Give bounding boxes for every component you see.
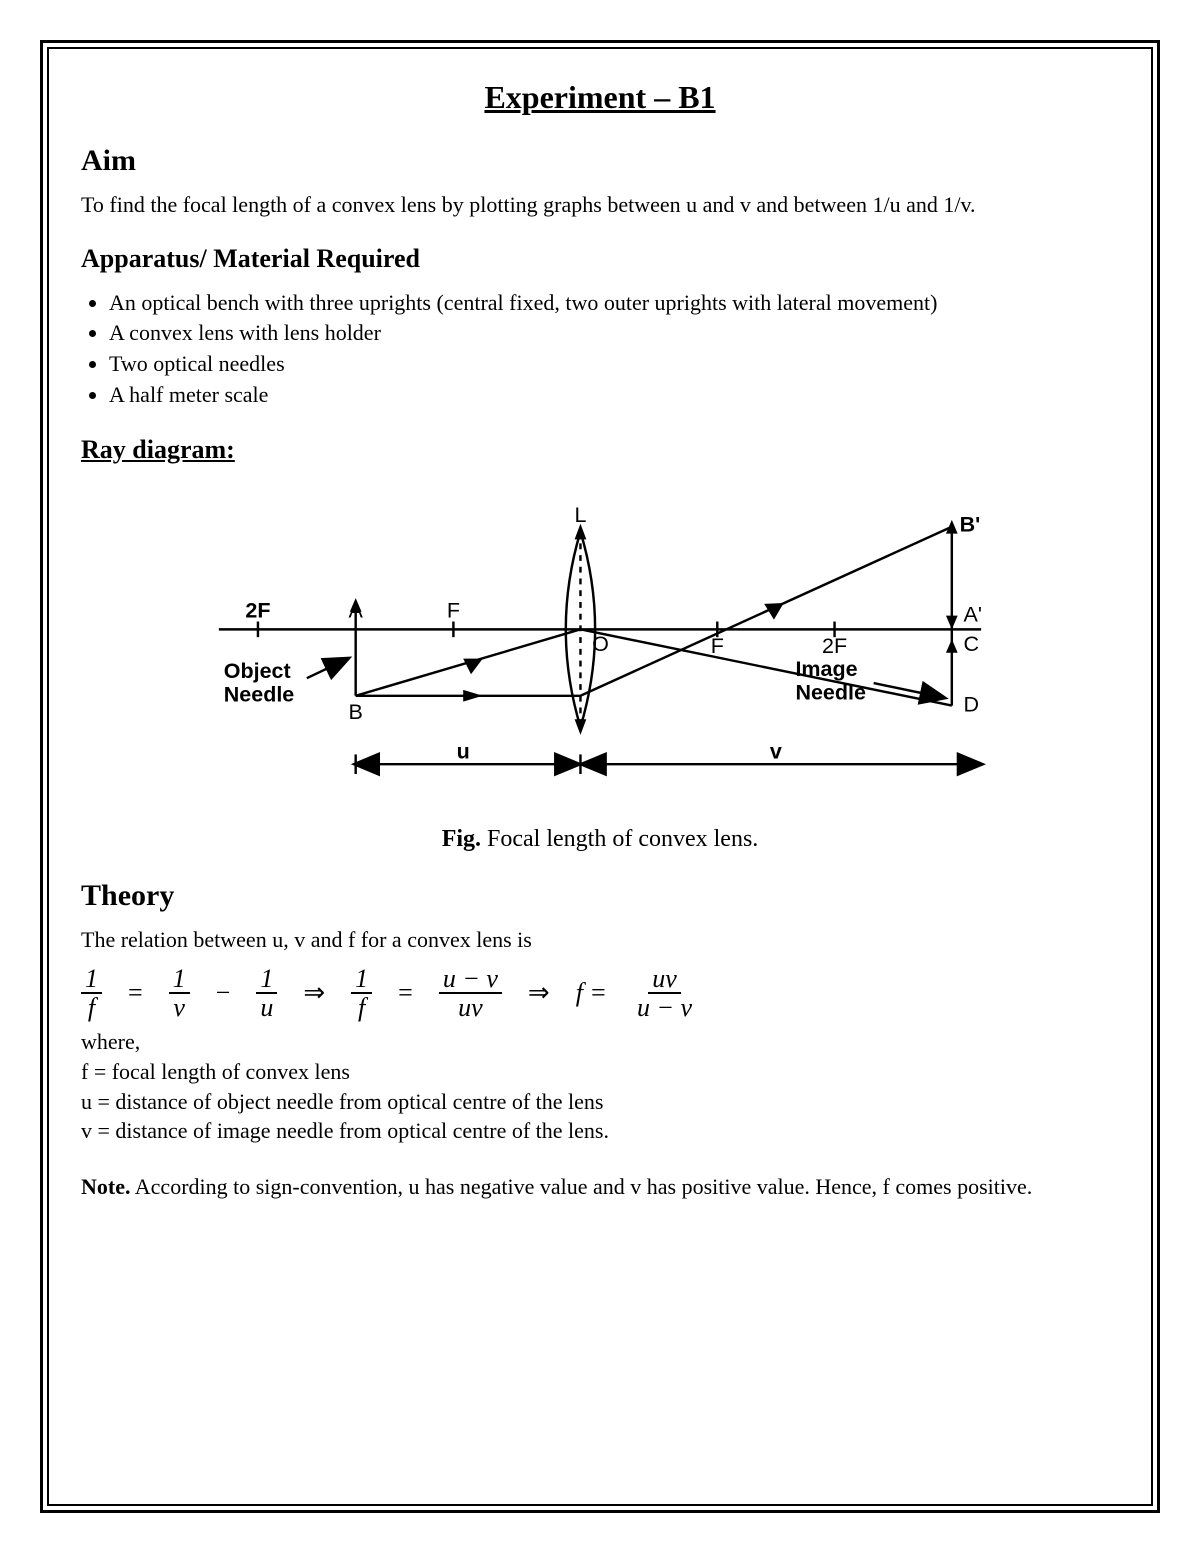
label-C: C [964, 632, 980, 656]
list-item: A half meter scale [109, 380, 1119, 411]
frac-1f: 1 f [81, 965, 102, 1022]
note: Note. According to sign-convention, u ha… [81, 1174, 1119, 1200]
label-D: D [964, 692, 980, 716]
label-2F-right: 2F [822, 634, 847, 658]
experiment-title: Experiment – B1 [81, 79, 1119, 116]
frac-umv-uv: u − v uv [439, 965, 502, 1022]
frac-1u: 1 u [256, 965, 277, 1022]
frac-1v: 1 v [169, 965, 190, 1022]
label-object-needle: ObjectNeedle [224, 659, 295, 706]
def-v: v = distance of image needle from optica… [81, 1116, 1119, 1146]
label-image-needle: ImageNeedle [795, 657, 866, 704]
theory-heading: Theory [81, 879, 1119, 913]
label-L: L [574, 503, 586, 527]
label-O: O [592, 632, 609, 656]
f-equals: f = [576, 978, 607, 1008]
apparatus-list: An optical bench with three uprights (ce… [81, 288, 1119, 411]
label-F-right: F [711, 634, 724, 658]
ray-diagram-svg: L O 2F A F F 2F A' B' C D B ObjectNeedle… [170, 479, 1030, 809]
list-item: An optical bench with three uprights (ce… [109, 288, 1119, 319]
caption-text: Focal length of convex lens. [481, 826, 758, 852]
label-B: B [349, 700, 363, 724]
note-text: According to sign-convention, u has nega… [130, 1174, 1032, 1199]
label-F-left: F [447, 598, 460, 622]
list-item: A convex lens with lens holder [109, 318, 1119, 349]
def-f: f = focal length of convex lens [81, 1057, 1119, 1087]
aim-text: To find the focal length of a convex len… [81, 190, 1119, 220]
list-item: Two optical needles [109, 349, 1119, 380]
frac-uv-umv: uv u − v [633, 965, 696, 1022]
def-u: u = distance of object needle from optic… [81, 1087, 1119, 1117]
ray-diagram: L O 2F A F F 2F A' B' C D B ObjectNeedle… [81, 479, 1119, 853]
note-label: Note. [81, 1174, 130, 1199]
lens-formula: 1 f = 1 v − 1 u ⇒ 1 f = u − v uv ⇒ f = u… [81, 965, 1119, 1022]
theory-intro: The relation between u, v and f for a co… [81, 925, 1119, 955]
definitions: where, f = focal length of convex lens u… [81, 1027, 1119, 1146]
ray-diagram-heading: Ray diagram: [81, 435, 1119, 465]
label-2F-left: 2F [245, 598, 270, 622]
frac-1f-2: 1 f [351, 965, 372, 1022]
aim-heading: Aim [81, 144, 1119, 178]
label-u: u [457, 739, 470, 763]
page-outer-border: Experiment – B1 Aim To find the focal le… [40, 40, 1160, 1513]
where-label: where, [81, 1027, 1119, 1057]
label-Bprime: B' [960, 512, 981, 536]
label-Aprime: A' [964, 602, 982, 626]
label-A: A [349, 598, 364, 622]
page-inner-border: Experiment – B1 Aim To find the focal le… [47, 47, 1153, 1506]
label-v: v [770, 739, 782, 763]
figure-caption: Fig. Focal length of convex lens. [81, 826, 1119, 853]
caption-fig: Fig. [442, 826, 481, 852]
apparatus-heading: Apparatus/ Material Required [81, 244, 1119, 274]
